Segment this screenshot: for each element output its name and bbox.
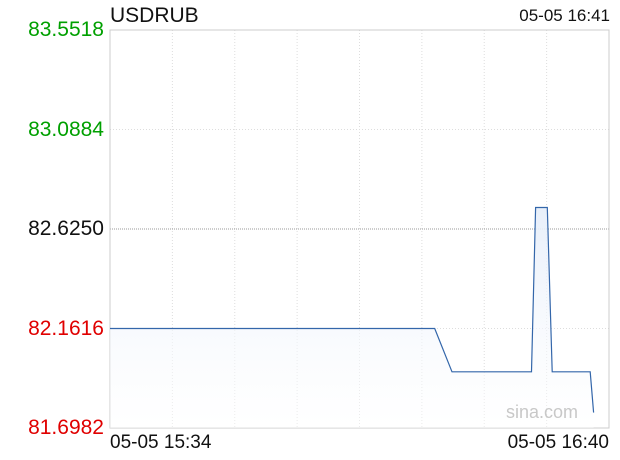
x-tick-label: 05-05 15:34 [110,432,212,453]
y-tick-label: 82.6250 [28,217,104,240]
y-tick-label: 83.0884 [28,117,104,141]
series-line [110,206,595,413]
y-tick-label: 82.1616 [28,316,104,340]
series-area [110,207,594,428]
x-tick-label: 05-05 16:40 [507,432,609,453]
y-tick-label: 83.5518 [28,18,104,41]
timestamp: 05-05 16:41 [519,6,610,25]
watermark: sina.com [506,402,579,422]
symbol-title: USDRUB [110,4,199,27]
y-tick-label: 81.6982 [28,416,104,439]
